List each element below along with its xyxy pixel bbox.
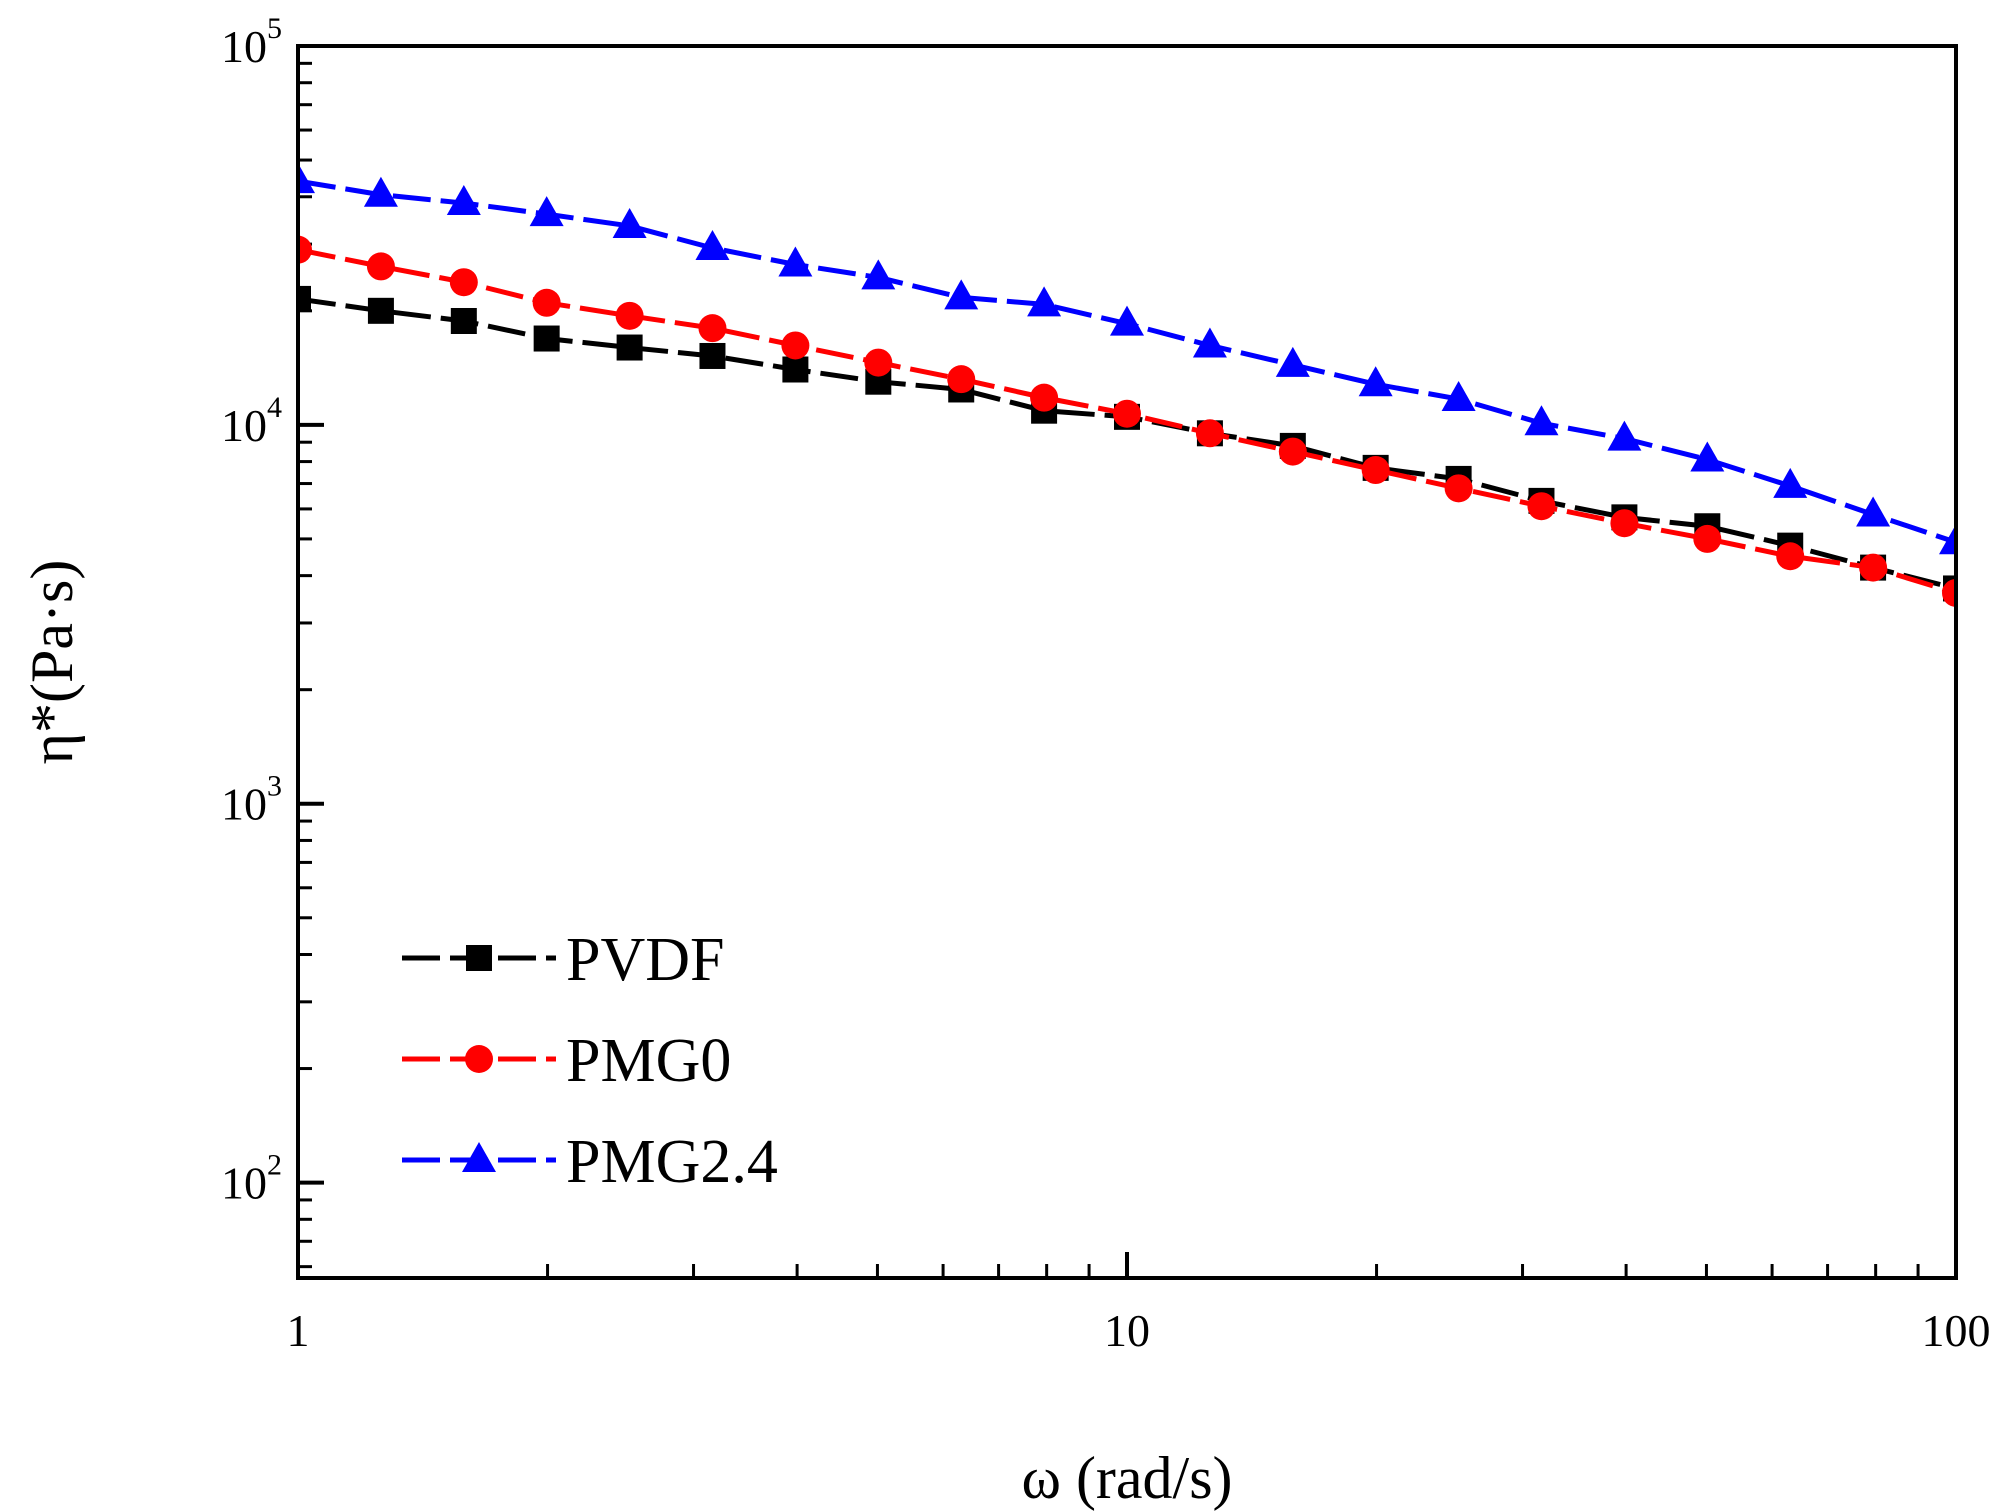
data-point — [1773, 467, 1808, 498]
y-tick-label: 103 — [221, 770, 282, 830]
data-point — [1192, 327, 1227, 358]
legend-label: PVDF — [566, 926, 725, 994]
data-point — [298, 163, 315, 194]
data-point — [1358, 366, 1393, 397]
data-point — [616, 334, 643, 361]
data-point — [1361, 456, 1390, 485]
data-point — [1610, 509, 1639, 538]
data-point — [1527, 492, 1556, 521]
data-point — [1195, 419, 1224, 448]
data-point — [778, 246, 813, 277]
tick-labels: 1 10 100 102 103 104 105 — [221, 12, 1991, 1356]
legend-item: PVDF — [402, 926, 725, 994]
data-point — [612, 207, 647, 238]
data-point — [1524, 405, 1559, 436]
legend-item: PMG0 — [402, 1027, 731, 1095]
data-point — [1856, 496, 1891, 527]
data-point — [366, 252, 395, 281]
legend-label: PMG2.4 — [566, 1128, 778, 1196]
data-point — [1693, 524, 1722, 553]
data-point — [529, 196, 564, 227]
legend-marker — [466, 945, 492, 971]
data-point — [781, 331, 810, 360]
data-point — [782, 356, 809, 383]
x-tick-label: 10 — [1104, 1305, 1150, 1356]
x-axis-title: ω (rad/s) — [1021, 1445, 1232, 1511]
data-point — [1278, 437, 1307, 466]
data-point — [1030, 383, 1059, 412]
data-point — [1690, 441, 1725, 472]
data-point — [449, 268, 478, 297]
data-point — [861, 259, 896, 290]
data-point — [446, 185, 481, 216]
data-point — [1113, 399, 1141, 428]
data-point — [363, 176, 398, 207]
data-point — [298, 285, 311, 312]
data-point — [864, 348, 893, 377]
data-point — [367, 297, 394, 324]
data-point — [1776, 542, 1805, 571]
y-tick-label: 104 — [221, 391, 282, 451]
data-point — [532, 288, 561, 317]
series-pmg0 — [298, 235, 1956, 607]
data-point — [1110, 305, 1144, 336]
data-point — [1859, 553, 1888, 582]
data-point — [695, 229, 730, 260]
data-point — [698, 314, 727, 343]
x-tick-label: 1 — [287, 1305, 310, 1356]
y-axis-title: η*(Pa·s) — [19, 560, 85, 765]
series-pmg2-4 — [298, 163, 1956, 555]
data-point — [1275, 346, 1310, 377]
data-point — [944, 279, 979, 310]
data-point — [1607, 420, 1642, 451]
data-point — [450, 307, 477, 334]
plot-frame — [296, 44, 1958, 1280]
legend-marker — [462, 1142, 496, 1172]
legend-item: PMG2.4 — [402, 1128, 778, 1196]
y-tick-label: 105 — [221, 12, 282, 72]
legend-marker — [465, 1045, 493, 1073]
data-point — [1942, 578, 1956, 607]
legend: PVDF PMG0 PMG2.4 — [402, 926, 778, 1196]
legend-label: PMG0 — [566, 1027, 731, 1095]
data-point — [1939, 524, 1956, 555]
data-point — [699, 342, 726, 369]
data-point — [298, 235, 312, 264]
data-point — [533, 325, 560, 352]
data-point — [615, 301, 644, 330]
x-tick-label: 100 — [1922, 1305, 1991, 1356]
data-point — [1444, 474, 1473, 503]
data-point — [1441, 381, 1476, 412]
data-point — [947, 365, 976, 394]
y-tick-label: 102 — [221, 1149, 282, 1209]
data-point — [1027, 286, 1062, 317]
series-layer — [298, 163, 1956, 607]
